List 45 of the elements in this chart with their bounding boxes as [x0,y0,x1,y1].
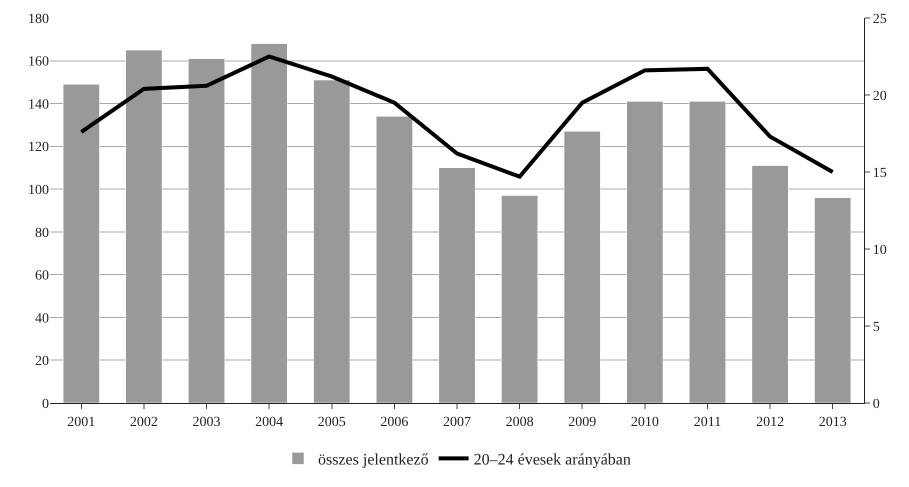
bar [626,101,664,403]
y-tick-label: 100 [28,183,49,198]
y-tick-label: 180 [28,12,49,27]
bar [62,84,100,403]
y-tick-label: 80 [35,226,49,241]
y2-tick-label: 20 [872,88,887,104]
bar [126,50,162,403]
bar [250,43,288,403]
y-tick-label: 40 [35,311,49,326]
bar [689,101,726,403]
bar [814,197,852,403]
x-tick-label: 2007 [443,414,471,430]
x-tick-label: 2002 [130,414,158,430]
bar [564,131,601,403]
x-tick-label: 2005 [318,414,346,430]
y2-tick-label: 5 [872,320,880,335]
x-tick-label: 2010 [630,414,659,430]
x-tick-label: 2008 [506,414,534,430]
y2-tick-label: 15 [872,166,887,181]
x-tick-label: 2009 [568,414,596,430]
y-tick-label: 60 [35,268,49,284]
bar [188,58,225,403]
y-tick-label: 0 [42,396,49,412]
x-tick-label: 2013 [818,414,847,430]
bar [313,80,350,403]
x-tick-label: 2012 [756,414,784,430]
x-tick-label: 2001 [67,414,96,430]
y-tick-label: 20 [35,354,49,370]
legend-label: 20–24 évesek arányában [474,452,631,469]
bar [752,165,788,403]
bar [438,167,476,403]
y2-tick-label: 0 [872,396,880,412]
legend-label: összes jelentkező [318,452,429,469]
bar [376,116,413,403]
x-tick-label: 2003 [192,414,221,430]
y-tick-label: 140 [28,97,49,112]
bar [501,195,538,403]
line-series [79,54,835,179]
y-tick-label: 120 [28,140,49,156]
x-tick-label: 2004 [255,414,284,430]
x-tick-label: 2011 [694,414,722,430]
y2-tick-label: 25 [872,12,887,27]
x-tick-label: 2006 [380,414,408,430]
y-tick-label: 160 [28,54,49,70]
y2-tick-label: 10 [872,242,887,258]
